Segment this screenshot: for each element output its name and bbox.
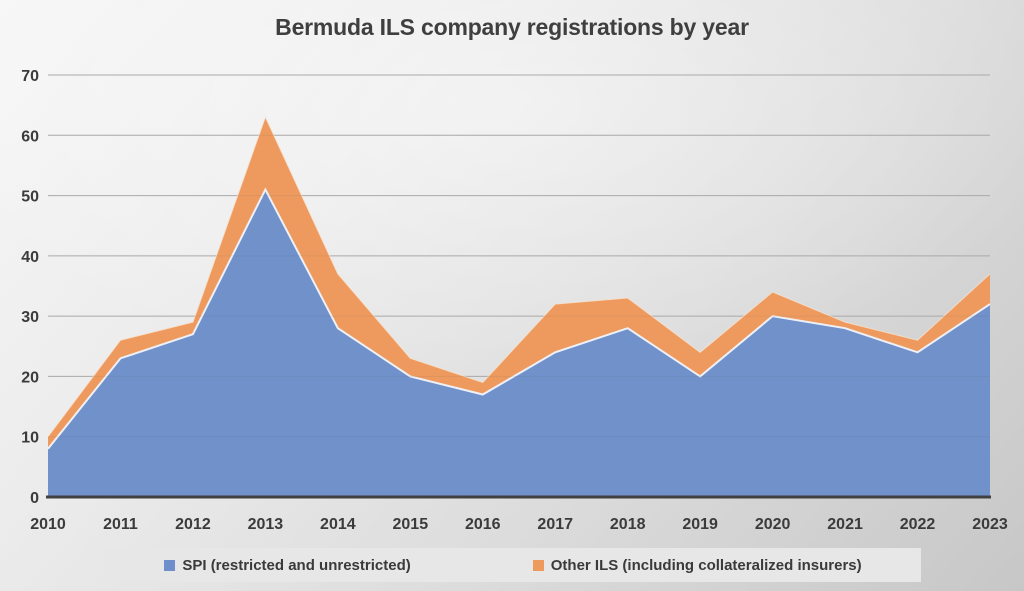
stacked-area-chart: 0 10 20 30 40 50 60 70 2010 2011 2012 2013 2014 2015 2… — [21, 68, 1008, 533]
x-axis-tick-label: 2017 — [537, 516, 573, 533]
x-axis-tick-label: 2019 — [682, 516, 718, 533]
x-axis-tick-label: 2010 — [30, 516, 66, 533]
y-axis-tick-label: 0 — [30, 490, 39, 507]
legend-item-spi: SPI (restricted and unrestricted) — [164, 556, 411, 574]
spi-area — [48, 189, 990, 498]
x-axis-tick-label: 2016 — [465, 516, 501, 533]
x-axis-tick-label: 2023 — [972, 516, 1008, 533]
y-axis-tick-label: 40 — [21, 249, 39, 266]
y-axis-tick-label: 60 — [21, 128, 39, 145]
y-axis-tick-label: 30 — [21, 309, 39, 326]
spi-series-swatch — [164, 559, 176, 571]
x-axis-tick-label: 2021 — [827, 516, 863, 533]
x-axis-tick-label: 2014 — [320, 516, 356, 533]
chart-title: Bermuda ILS company registrations by yea… — [275, 14, 749, 40]
y-axis-tick-label: 10 — [21, 430, 39, 447]
y-axis-tick-label: 50 — [21, 189, 39, 206]
chart-legend: SPI (restricted and unrestricted) Other … — [105, 548, 921, 582]
x-axis-tick-label: 2015 — [393, 516, 429, 533]
x-axis-tick-label: 2018 — [610, 516, 646, 533]
x-axis-tick-label: 2020 — [755, 516, 791, 533]
x-axis-tick-label: 2022 — [900, 516, 936, 533]
other-ils-series-swatch — [532, 559, 544, 571]
x-axis-tick-label: 2012 — [175, 516, 211, 533]
x-axis-tick-label: 2013 — [248, 516, 284, 533]
other-ils-top-edge — [47, 115, 991, 438]
legend-item-other-ils: Other ILS (including collateralized insu… — [532, 556, 862, 574]
x-axis-tick-label: 2011 — [103, 516, 138, 533]
spi-series-label: SPI (restricted and unrestricted) — [182, 556, 411, 574]
y-axis-tick-label: 70 — [21, 68, 39, 85]
y-axis-tick-label: 20 — [21, 369, 39, 386]
spi-top-edge — [47, 187, 991, 450]
other-ils-series-label: Other ILS (including collateralized insu… — [550, 556, 862, 574]
